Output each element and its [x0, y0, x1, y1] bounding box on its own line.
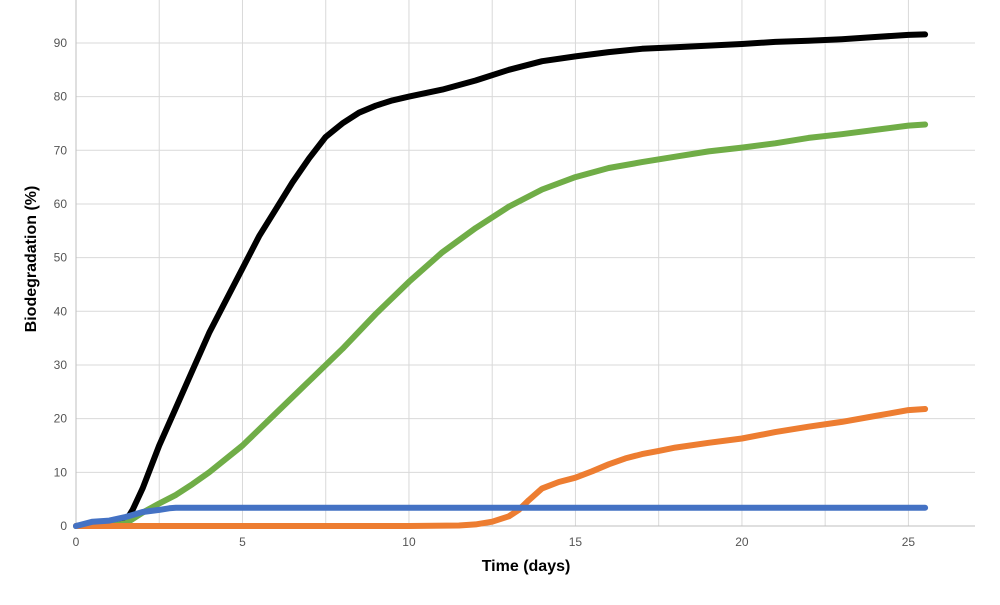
y-tick-label: 90 — [54, 36, 68, 50]
y-axis-title: Biodegradation (%) — [23, 186, 40, 333]
axes — [75, 0, 975, 527]
y-tick-label: 10 — [54, 465, 68, 479]
series-line-2 — [73, 121, 929, 529]
x-tick-label: 5 — [239, 535, 246, 549]
tick-labels: 0 5 10 15 20 25 0 10 20 30 40 50 60 70 80 90 — [54, 36, 916, 549]
y-tick-label: 70 — [54, 143, 68, 157]
y-tick-label: 50 — [54, 251, 68, 265]
x-tick-label: 0 — [73, 535, 80, 549]
series-line-3 — [73, 406, 929, 529]
series-line-4 — [73, 504, 929, 529]
x-tick-label: 25 — [902, 535, 916, 549]
y-tick-label: 60 — [54, 197, 68, 211]
y-tick-label: 20 — [54, 412, 68, 426]
x-tick-label: 10 — [402, 535, 416, 549]
y-tick-label: 30 — [54, 358, 68, 372]
grid — [76, 0, 975, 526]
series-lines — [73, 31, 929, 529]
x-tick-label: 20 — [735, 535, 749, 549]
y-tick-label: 0 — [60, 519, 67, 533]
y-tick-label: 40 — [54, 304, 68, 318]
x-tick-label: 15 — [569, 535, 583, 549]
y-tick-label: 80 — [54, 90, 68, 104]
series-line-1 — [73, 31, 929, 529]
x-axis-title: Time (days) — [482, 558, 571, 575]
